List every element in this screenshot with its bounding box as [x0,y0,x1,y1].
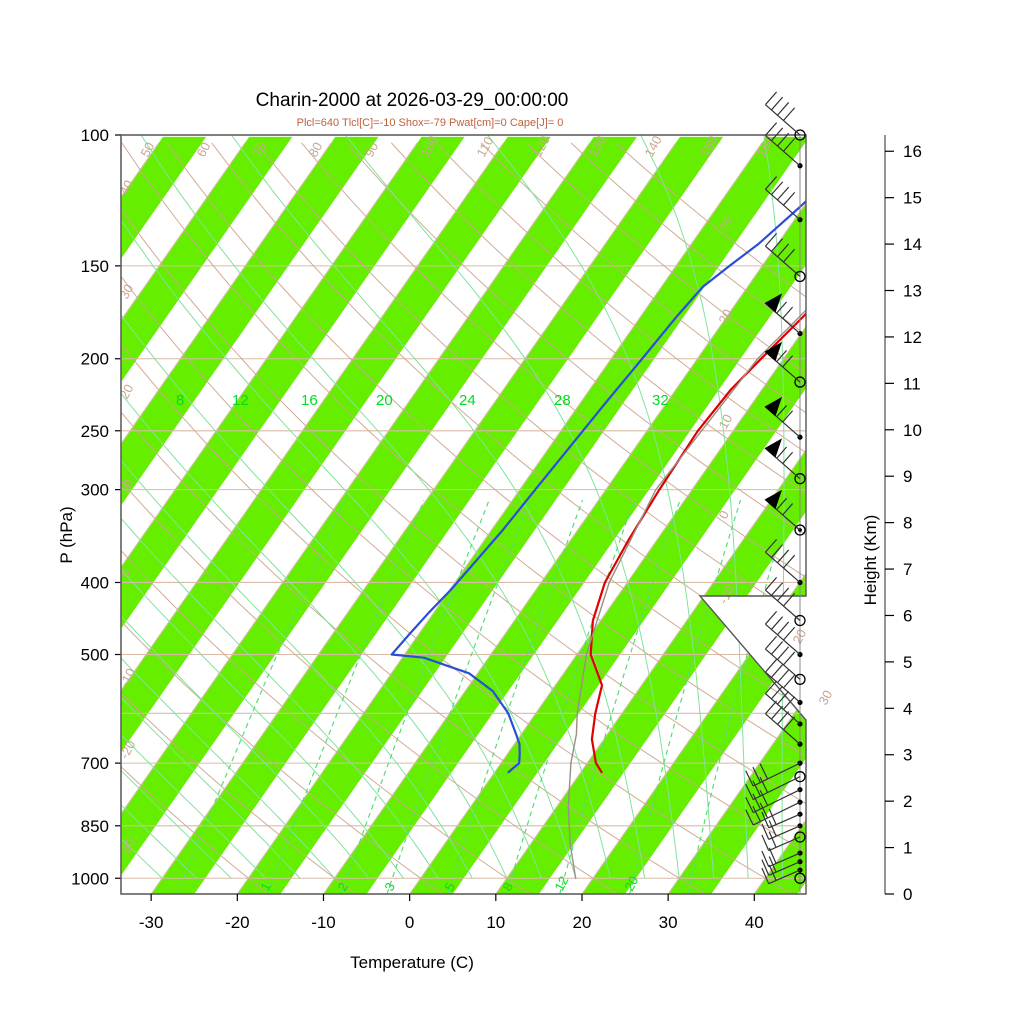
wind-barb [761,820,803,840]
height-tick-label: 0 [903,885,912,904]
height-tick-label: 15 [903,189,922,208]
wind-barb [761,847,803,868]
contour-label: 28 [554,392,571,409]
pressure-axis: 100 150 200 250 300 400 500 700 850 1000 [71,126,122,894]
wind-barb [761,808,803,829]
pressure-tick-label: 300 [81,481,109,500]
contour-label: 20 [715,307,735,327]
wind-barb [764,658,803,706]
pressure-tick-label: 400 [81,573,109,592]
height-tick-label: 6 [903,606,912,625]
wind-barb [745,771,806,801]
contour-label: 70 [249,140,269,160]
height-tick-label: 7 [903,560,912,579]
height-tick-label: 4 [903,699,912,718]
temperature-tick-label: -10 [311,913,336,932]
wind-barb [764,341,806,388]
height-tick-label: 12 [903,328,922,347]
contour-label: 16 [301,392,318,409]
height-tick-label: 3 [903,746,912,765]
height-tick-label: 9 [903,467,912,486]
contour-label: 24 [459,392,476,409]
height-tick-label: 11 [903,374,921,393]
temperature-tick-label: -30 [139,913,164,932]
height-tick-label: 1 [903,839,912,858]
temperature-tick-label: 0 [405,913,414,932]
wind-barb [764,91,806,141]
temperature-tick-label: 40 [745,913,764,932]
sounding-curves [390,135,806,879]
wind-barb [761,831,806,852]
dry-adiabat-lines [121,142,806,894]
pressure-tick-label: 150 [81,257,109,276]
height-tick-label: 16 [903,142,922,161]
wind-barb-column [745,91,806,894]
y-axis-label: P (hPa) [57,506,76,563]
chart-subtitle: Plcl=640 Tlcl[C]=-10 Shox=-79 Pwat[cm]=0… [297,117,564,129]
height-tick-label: 13 [903,282,922,301]
wind-barb [745,787,803,814]
wind-barb [764,176,803,223]
x-axis-label: Temperature (C) [350,953,474,972]
height-tick-label: 8 [903,514,912,533]
plot-frame [120,134,807,895]
contour-label: 32 [652,392,669,409]
temperature-tick-label: 10 [486,913,505,932]
wind-barb [764,680,803,727]
pressure-tick-label: 200 [81,350,109,369]
contour-label: 10 [715,412,735,432]
pressure-tick-label: 500 [81,646,109,665]
contour-label: 80 [305,140,325,160]
height-tick-label: 10 [903,421,922,440]
wind-barb [764,611,803,658]
contour-label: 8 [176,392,184,409]
humidity-shading [121,136,806,894]
contour-label: 30 [815,688,835,708]
pressure-tick-label: 1000 [71,869,109,888]
pressure-tick-label: 250 [81,422,109,441]
wind-barb [764,489,806,536]
page-title: Charin-2000 at 2026-03-29_00:00:00 [256,90,569,111]
wind-barb [764,700,803,747]
contour-label: 20 [376,392,393,409]
wind-barb [761,864,803,885]
temperature-tick-label: 30 [659,913,678,932]
temperature-axis: -30 -20 -10 0 10 20 30 40 [139,894,764,932]
height-tick-label: 5 [903,653,912,672]
wind-barb [745,760,803,787]
temperature-tick-label: -20 [225,913,250,932]
contour-label: 20 [621,874,641,894]
y2-axis-label: Height (Km) [861,515,880,606]
contour-label: 90 [361,140,381,160]
wind-barb [764,576,806,627]
height-tick-label: 14 [903,235,922,254]
wind-barb [764,635,806,686]
wind-barb [764,232,806,283]
wind-barb [764,538,803,586]
height-tick-label: 2 [903,792,912,811]
pressure-tick-label: 700 [81,754,109,773]
contour-label: 30 [715,214,735,234]
wind-barb [761,856,803,876]
pressure-tick-label: 100 [81,126,109,145]
wind-barb [764,293,803,337]
isobar-lines [121,135,806,879]
contour-label: 20 [789,627,809,647]
pressure-tick-label: 850 [81,817,109,836]
contour-label: 12 [551,874,571,894]
contour-label: 12 [232,392,249,409]
wind-barb [745,799,803,826]
contour-label: 60 [193,140,213,160]
wind-barb [794,872,806,884]
wind-barb [764,438,806,485]
wind-barb [764,396,803,440]
contour-label: 50 [137,140,157,160]
wind-barb [764,122,803,169]
temperature-tick-label: 20 [573,913,592,932]
